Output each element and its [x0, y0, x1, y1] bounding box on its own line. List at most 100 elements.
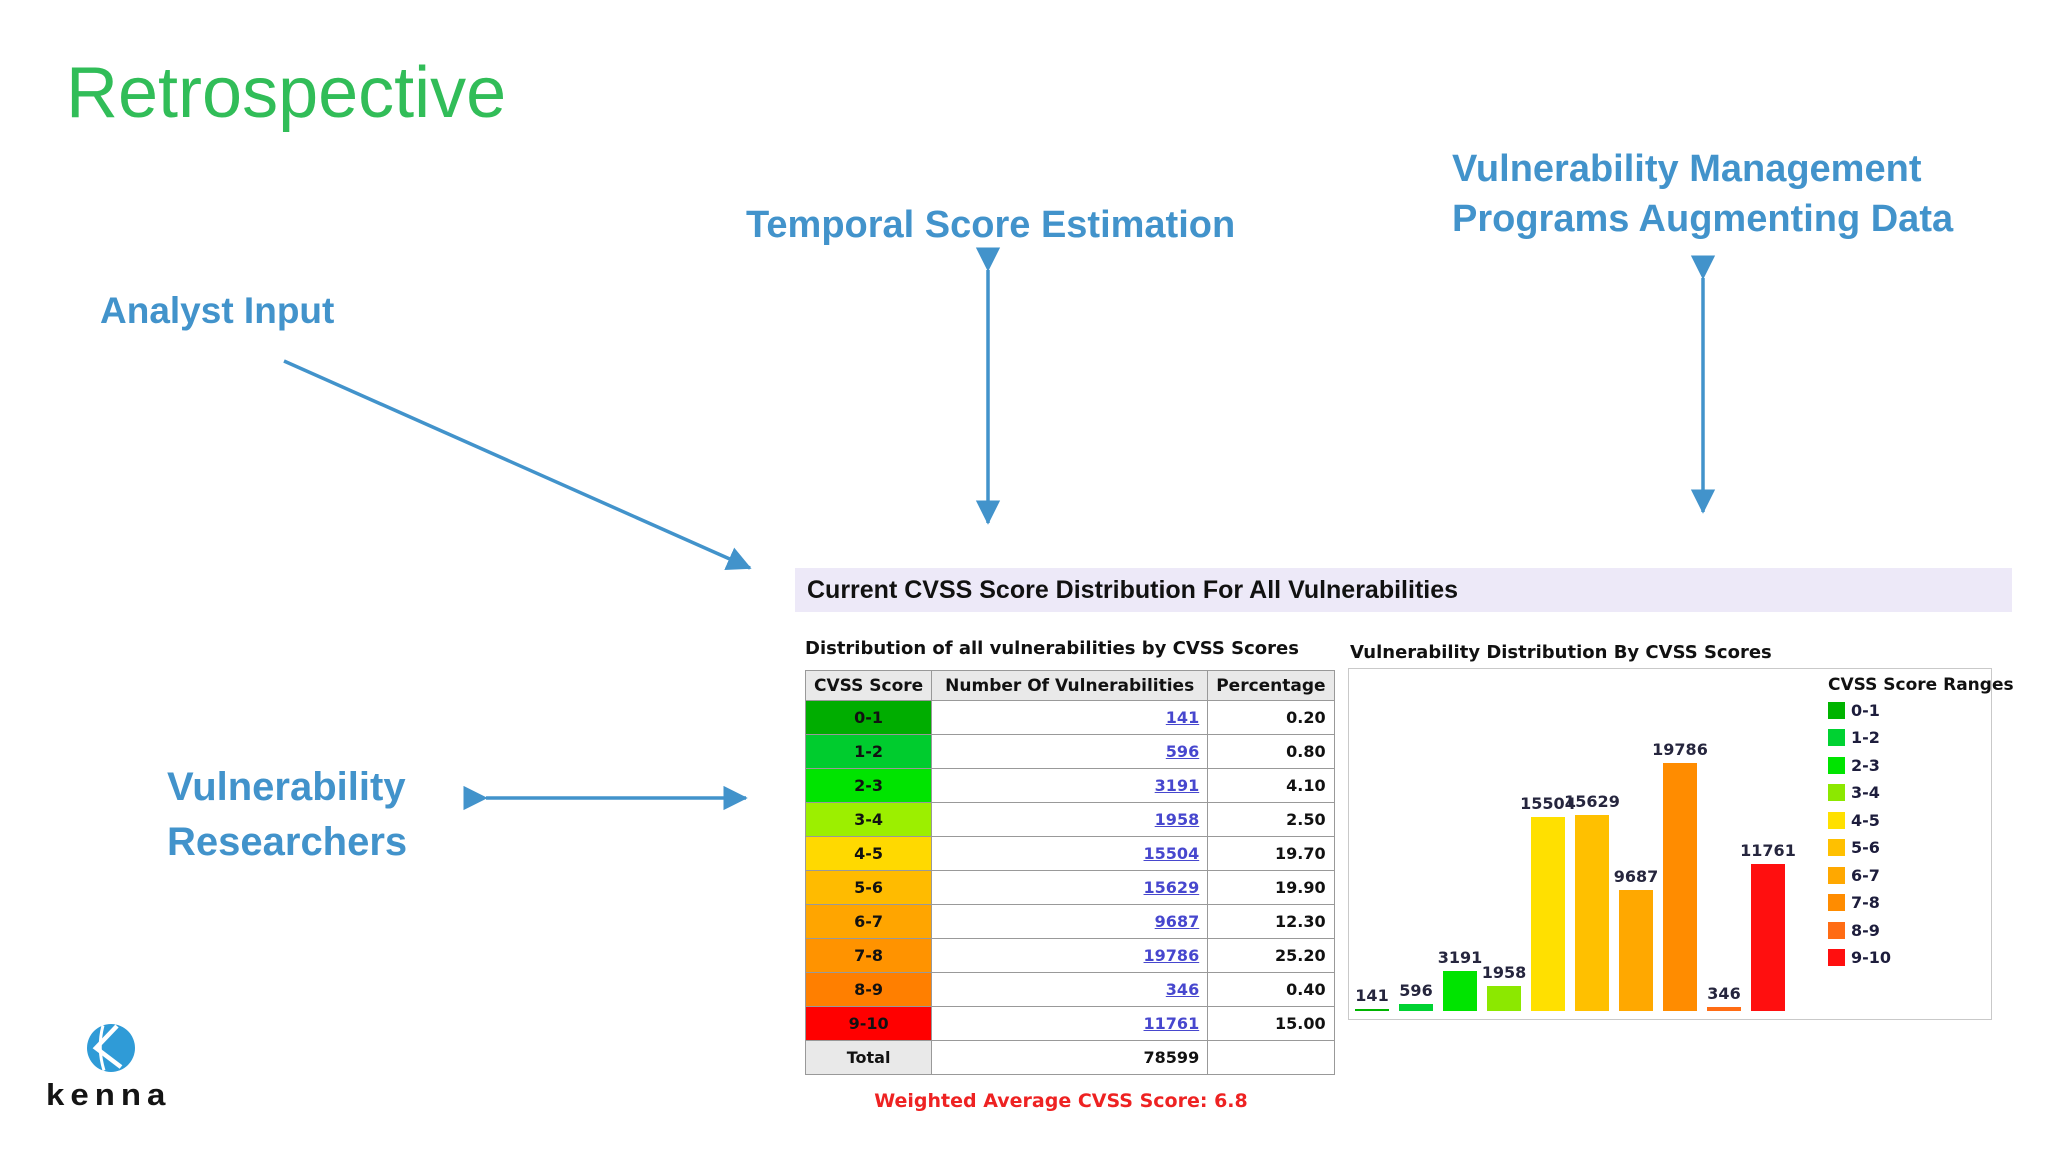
legend-label: 4-5 — [1851, 810, 1880, 830]
total-count: 78599 — [931, 1040, 1209, 1075]
count-link[interactable]: 3191 — [1154, 776, 1200, 795]
count-link[interactable]: 11761 — [1143, 1014, 1200, 1033]
bar-value-label: 3191 — [1437, 948, 1483, 967]
label-vulnerability-researchers-line1: Vulnerability — [167, 765, 406, 809]
table-row: 2-3 3191 4.10 — [804, 768, 1335, 803]
bar-5-6 — [1575, 815, 1609, 1011]
total-label: Total — [804, 1040, 933, 1075]
bar-6-7 — [1619, 890, 1653, 1011]
table-row: 1-2 596 0.80 — [804, 734, 1335, 769]
count-link[interactable]: 346 — [1165, 980, 1200, 999]
percentage-cell: 0.40 — [1207, 972, 1335, 1007]
count-cell: 3191 — [931, 768, 1209, 803]
legend-label: 5-6 — [1851, 838, 1880, 857]
table-row: 5-6 15629 19.90 — [804, 870, 1335, 905]
score-range-cell: 0-1 — [804, 700, 933, 735]
bar-value-label: 141 — [1355, 986, 1389, 1005]
count-link[interactable]: 19786 — [1143, 946, 1200, 965]
legend-entry-3-4: 3-4 — [1828, 783, 1880, 802]
legend-entry-9-10: 9-10 — [1828, 948, 1891, 967]
label-vm-programs: Vulnerability Management Programs Augmen… — [1452, 144, 1953, 244]
legend-swatch — [1828, 811, 1845, 829]
table-row: 7-8 19786 25.20 — [804, 938, 1335, 973]
kenna-wordmark: kenna — [46, 1077, 172, 1112]
score-range-cell: 6-7 — [804, 904, 933, 939]
bar-9-10 — [1751, 864, 1785, 1011]
bar-value-label: 19786 — [1652, 740, 1708, 759]
count-link[interactable]: 15504 — [1143, 844, 1200, 863]
label-vulnerability-researchers: Vulnerability Researchers — [167, 760, 407, 870]
legend-entry-4-5: 4-5 — [1828, 810, 1880, 830]
kenna-logo-icon — [87, 1024, 135, 1072]
bar-7-8 — [1663, 763, 1697, 1011]
table-row: 0-1 141 0.20 — [804, 700, 1335, 735]
legend-label: 2-3 — [1851, 755, 1880, 775]
count-link[interactable]: 596 — [1165, 742, 1200, 761]
count-link[interactable]: 1958 — [1154, 810, 1200, 829]
cvss-distribution-table: CVSS Score Number Of Vulnerabilities Per… — [804, 670, 1335, 1075]
label-vm-programs-line1: Vulnerability Management — [1452, 148, 1922, 190]
table-total-row: Total 78599 — [804, 1040, 1335, 1075]
percentage-cell: 19.90 — [1207, 870, 1335, 905]
score-range-cell: 5-6 — [804, 870, 933, 905]
bar-value-label: 15504 — [1520, 794, 1576, 813]
kenna-logo: kenna — [46, 1024, 246, 1124]
score-range-cell: 8-9 — [804, 972, 933, 1007]
bar-1-2 — [1399, 1004, 1433, 1011]
legend-swatch — [1828, 756, 1845, 774]
table-row: 6-7 9687 12.30 — [804, 904, 1335, 939]
bar-value-label: 346 — [1707, 984, 1741, 1003]
count-cell: 9687 — [931, 904, 1209, 939]
weighted-average-label: Weighted Average CVSS Score: — [874, 1090, 1208, 1112]
bar-value-label: 596 — [1399, 981, 1433, 1000]
count-link[interactable]: 15629 — [1143, 878, 1200, 897]
legend-label: 1-2 — [1851, 728, 1880, 747]
percentage-cell: 19.70 — [1207, 836, 1335, 871]
legend-swatch — [1828, 839, 1845, 856]
legend-label: 6-7 — [1851, 865, 1880, 885]
percentage-cell: 4.10 — [1207, 768, 1335, 803]
col-header-percentage: Percentage — [1207, 670, 1335, 701]
legend-entry-6-7: 6-7 — [1828, 865, 1880, 885]
legend-label: 8-9 — [1851, 920, 1880, 940]
table-row: 8-9 346 0.40 — [804, 972, 1335, 1007]
legend-swatch — [1828, 784, 1845, 801]
bar-2-3 — [1443, 971, 1477, 1011]
percentage-cell: 25.20 — [1207, 938, 1335, 973]
cvss-bar-chart: 141 596 3191 1958 15504 15629 9687 19786 346 1176… — [1348, 668, 2014, 1020]
weighted-average-score: Weighted Average CVSS Score: 6.8 — [805, 1090, 1317, 1112]
legend-entry-5-6: 5-6 — [1828, 838, 1880, 857]
col-header-number-of-vulnerabilities: Number Of Vulnerabilities — [931, 670, 1209, 701]
count-cell: 596 — [931, 734, 1209, 769]
legend-swatch — [1828, 921, 1845, 939]
bar-value-label: 1958 — [1481, 963, 1527, 982]
bar-0-1 — [1355, 1009, 1389, 1011]
count-cell: 11761 — [931, 1006, 1209, 1041]
legend-swatch — [1828, 866, 1845, 884]
col-header-cvss-score: CVSS Score — [804, 670, 933, 701]
cvss-panel-header: Current CVSS Score Distribution For All … — [795, 568, 2012, 612]
score-range-cell: 7-8 — [804, 938, 933, 973]
total-percentage-empty — [1207, 1040, 1335, 1075]
bar-value-label: 9687 — [1613, 867, 1659, 886]
count-cell: 19786 — [931, 938, 1209, 973]
count-cell: 141 — [931, 700, 1209, 735]
count-cell: 1958 — [931, 802, 1209, 837]
bar-value-label: 15629 — [1564, 792, 1620, 811]
count-link[interactable]: 141 — [1165, 708, 1200, 727]
legend-label: 7-8 — [1851, 893, 1880, 912]
label-vm-programs-line2: Programs Augmenting Data — [1452, 198, 1954, 240]
score-range-cell: 1-2 — [804, 734, 933, 769]
bar-4-5 — [1531, 817, 1565, 1011]
legend-entry-7-8: 7-8 — [1828, 893, 1880, 912]
chart-title: Vulnerability Distribution By CVSS Score… — [1350, 642, 1772, 663]
legend-title: CVSS Score Ranges — [1828, 675, 2014, 695]
count-cell: 15629 — [931, 870, 1209, 905]
percentage-cell: 12.30 — [1207, 904, 1335, 939]
score-range-cell: 2-3 — [804, 768, 933, 803]
percentage-cell: 0.20 — [1207, 700, 1335, 735]
count-link[interactable]: 9687 — [1154, 912, 1200, 931]
bar-8-9 — [1707, 1007, 1741, 1011]
percentage-cell: 0.80 — [1207, 734, 1335, 769]
score-range-cell: 3-4 — [804, 802, 933, 837]
